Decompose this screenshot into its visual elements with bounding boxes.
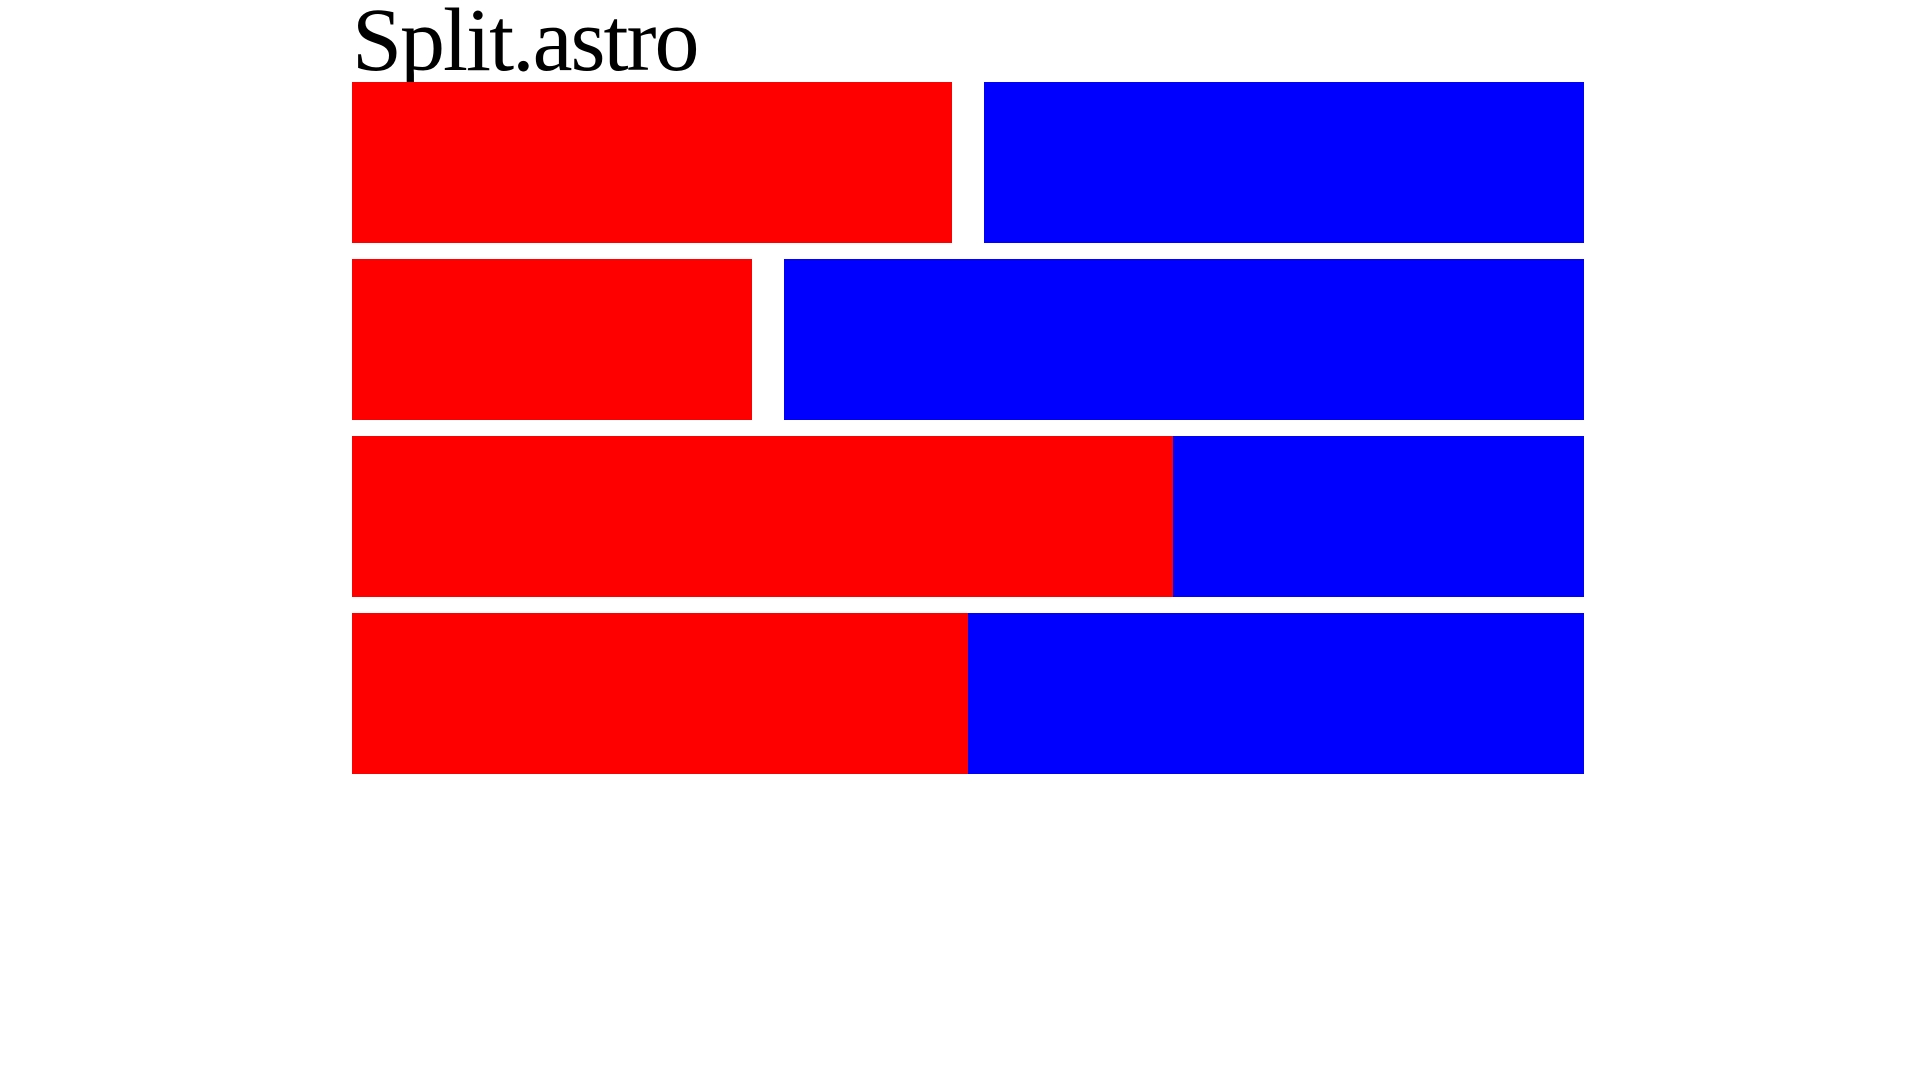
split-row-1-left-pane — [352, 82, 952, 243]
split-row-4 — [352, 613, 1584, 774]
split-row-1-gutter — [952, 82, 984, 243]
split-row-2-gutter — [752, 259, 784, 420]
split-row-4-left-pane — [352, 613, 968, 774]
split-row-2-right-pane — [784, 259, 1584, 420]
split-row-3-left-pane — [352, 436, 1173, 597]
page-container: Split.astro — [352, 0, 1584, 790]
page-title: Split.astro — [352, 0, 700, 90]
split-row-4-right-pane — [968, 613, 1584, 774]
split-row-3 — [352, 436, 1584, 597]
split-row-2 — [352, 259, 1584, 420]
split-row-2-left-pane — [352, 259, 752, 420]
split-row-1 — [352, 82, 1584, 243]
split-row-1-right-pane — [984, 82, 1584, 243]
split-row-3-right-pane — [1173, 436, 1584, 597]
